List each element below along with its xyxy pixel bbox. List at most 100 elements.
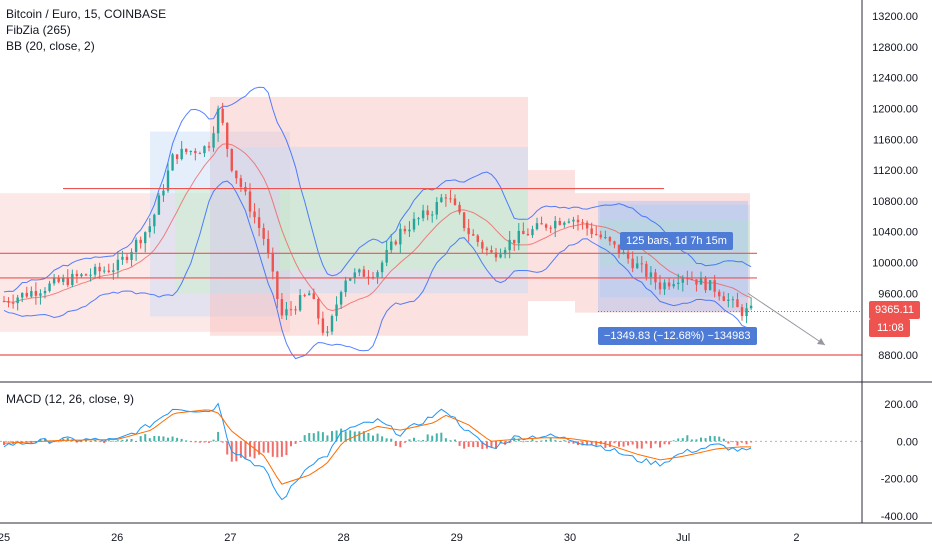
macd-histogram-bar xyxy=(290,441,293,447)
candle-body xyxy=(558,220,561,225)
candle-body xyxy=(544,224,548,228)
candle-body xyxy=(298,295,302,311)
candle-body xyxy=(162,190,165,196)
candle-body xyxy=(62,277,65,282)
macd-histogram-bar xyxy=(531,438,534,442)
macd-histogram-bar xyxy=(399,441,402,448)
candle-body xyxy=(490,250,493,253)
candle-body xyxy=(212,133,215,148)
candle-body xyxy=(440,197,443,203)
bb-legend[interactable]: BB (20, close, 2) xyxy=(6,39,95,53)
candle-body xyxy=(595,234,598,236)
candle-body xyxy=(257,217,261,229)
candle-body xyxy=(189,150,192,152)
macd-legend[interactable]: MACD (12, 26, close, 9) xyxy=(6,392,135,406)
price-axis-label: 10400.00 xyxy=(872,227,918,239)
macd-histogram-bar xyxy=(16,440,19,442)
candle-body xyxy=(540,223,543,225)
candle-body xyxy=(89,274,92,276)
candle-body xyxy=(613,241,616,245)
macd-histogram-bar xyxy=(44,438,47,442)
candle-body xyxy=(677,282,680,285)
candle-body xyxy=(649,272,653,277)
macd-histogram-bar xyxy=(362,431,365,442)
candle-body xyxy=(16,297,19,304)
candle-body xyxy=(253,211,256,218)
candle-body xyxy=(563,222,566,225)
candle-body xyxy=(267,238,270,254)
candle-body xyxy=(517,230,520,244)
candle-body xyxy=(2,301,6,303)
time-axis-label: 27 xyxy=(224,532,236,544)
macd-histogram-bar xyxy=(586,441,589,446)
candle-body xyxy=(330,315,334,332)
candle-body xyxy=(522,230,525,235)
macd-histogram-bar xyxy=(299,440,302,442)
macd-histogram-bar xyxy=(372,435,375,442)
macd-histogram-bar xyxy=(627,441,630,446)
last-price-tag: 9365.11 xyxy=(869,301,920,319)
macd-histogram-bar xyxy=(700,437,703,442)
candle-body xyxy=(39,293,42,296)
macd-histogram-bar xyxy=(167,437,170,442)
price-candles xyxy=(2,102,753,337)
macd-histogram-bar xyxy=(262,441,265,453)
macd-histogram-bar xyxy=(549,437,552,442)
candle-body xyxy=(203,146,206,154)
candle-body xyxy=(80,274,83,277)
candle-body xyxy=(276,271,279,300)
macd-histogram-bar xyxy=(472,441,475,448)
candle-body xyxy=(134,239,138,252)
candle-body xyxy=(353,272,356,279)
macd-histogram-bar xyxy=(422,439,425,442)
symbol-legend[interactable]: Bitcoin / Euro, 15, COINBASE xyxy=(6,7,167,21)
bb-upper xyxy=(3,86,752,293)
macd-histogram-bar xyxy=(157,436,160,442)
macd-histogram-bar xyxy=(704,438,707,442)
candle-body xyxy=(367,276,370,278)
macd-histogram-bar xyxy=(563,440,566,442)
time-axis-label: 28 xyxy=(337,532,349,544)
macd-histogram-bar xyxy=(203,441,206,443)
macd-histogram-bar xyxy=(718,436,721,442)
macd-histogram-bar xyxy=(750,441,753,443)
macd-histogram-bar xyxy=(103,441,106,443)
macd-histogram-bar xyxy=(217,431,220,442)
price-axis-label: 10800.00 xyxy=(872,196,918,208)
price-axis-label: 8800.00 xyxy=(878,350,918,362)
macd-histogram-bar xyxy=(258,441,261,455)
candle-body xyxy=(185,148,188,152)
macd-histogram-bar xyxy=(408,439,411,442)
macd-histogram-bar xyxy=(271,441,274,457)
macd-histogram-bar xyxy=(212,439,215,442)
macd-axis-label: 200.00 xyxy=(884,399,918,411)
macd-histogram-bar xyxy=(267,441,270,453)
macd-histogram-bar xyxy=(144,434,147,442)
candle-body xyxy=(294,309,297,311)
candle-body xyxy=(180,148,183,160)
macd-histogram-bar xyxy=(294,441,297,444)
price-axis-label: 11200.00 xyxy=(873,165,918,177)
candle-body xyxy=(499,254,502,258)
candle-body xyxy=(125,256,129,261)
macd-histogram-bar xyxy=(171,436,174,442)
candle-body xyxy=(408,229,411,232)
macd-histogram-bar xyxy=(731,441,734,443)
candle-body xyxy=(421,210,425,219)
macd-histogram-bar xyxy=(253,441,256,459)
candle-body xyxy=(321,318,325,333)
macd-histogram-bar xyxy=(581,441,584,446)
candle-body xyxy=(21,292,24,298)
fibzia-legend[interactable]: FibZia (265) xyxy=(6,23,71,37)
candle-body xyxy=(157,195,161,215)
candle-body xyxy=(608,237,612,242)
candle-body xyxy=(412,218,416,230)
macd-histogram-bar xyxy=(57,441,60,443)
macd-histogram-bar xyxy=(686,435,689,442)
macd-pane xyxy=(0,402,862,501)
candle-body xyxy=(631,258,634,269)
macd-histogram-bar xyxy=(741,441,744,443)
macd-histogram-bar xyxy=(417,440,420,442)
macd-histogram-bar xyxy=(331,431,334,442)
